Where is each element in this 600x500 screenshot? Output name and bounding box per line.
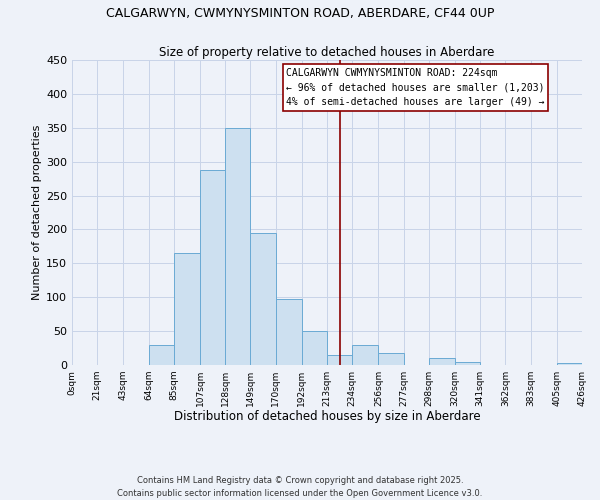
Bar <box>149 344 174 365</box>
Bar <box>352 344 379 365</box>
Bar <box>225 128 250 365</box>
X-axis label: Distribution of detached houses by size in Aberdare: Distribution of detached houses by size … <box>173 410 481 424</box>
Bar <box>174 253 200 365</box>
Bar <box>379 353 404 365</box>
Bar <box>200 170 225 365</box>
Bar <box>455 362 480 365</box>
Bar <box>302 331 327 365</box>
Text: CALGARWYN CWMYNYSMINTON ROAD: 224sqm
← 96% of detached houses are smaller (1,203: CALGARWYN CWMYNYSMINTON ROAD: 224sqm ← 9… <box>286 68 545 107</box>
Bar <box>275 300 302 365</box>
Text: Contains HM Land Registry data © Crown copyright and database right 2025.
Contai: Contains HM Land Registry data © Crown c… <box>118 476 482 498</box>
Bar <box>429 358 455 365</box>
Bar <box>250 233 275 365</box>
Y-axis label: Number of detached properties: Number of detached properties <box>32 125 42 300</box>
Text: CALGARWYN, CWMYNYSMINTON ROAD, ABERDARE, CF44 0UP: CALGARWYN, CWMYNYSMINTON ROAD, ABERDARE,… <box>106 8 494 20</box>
Bar <box>327 355 352 365</box>
Bar <box>557 363 582 365</box>
Title: Size of property relative to detached houses in Aberdare: Size of property relative to detached ho… <box>160 46 494 59</box>
